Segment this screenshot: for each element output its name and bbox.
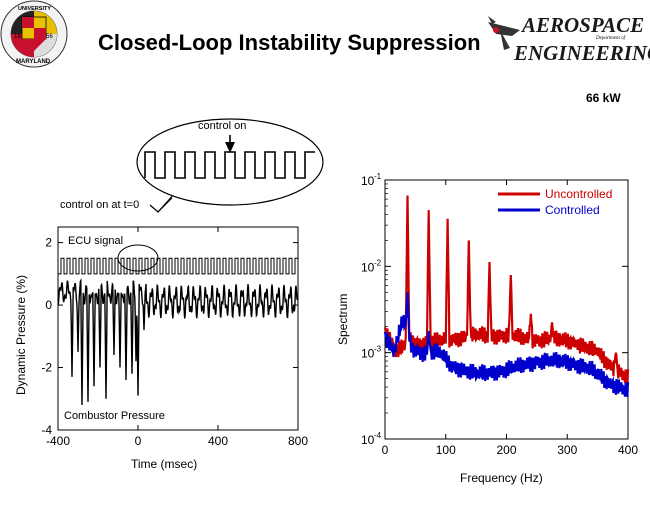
- ecu-signal-line: [58, 257, 299, 275]
- zoomed-ecu-signal-line: [144, 151, 315, 179]
- right-y-tick-base: 10: [361, 174, 375, 188]
- aerospace-logo-line1: AEROSPACE: [522, 13, 645, 37]
- control-on-arrowhead: [225, 142, 235, 153]
- right-x-tick-label: 400: [618, 443, 638, 457]
- slide-title: Closed-Loop Instability Suppression: [98, 30, 481, 55]
- left-x-tick-label: -400: [46, 434, 70, 448]
- zoom-ellipse-small: [117, 244, 159, 272]
- combustor-pressure-line: [57, 278, 299, 406]
- uncontrolled-spectrum-line: [383, 195, 630, 384]
- right-y-tick-exp: -1: [374, 172, 382, 181]
- left-y-tick-label: 2: [45, 236, 52, 250]
- label-ecu-signal: ECU signal: [68, 235, 123, 247]
- right-plot-frame: [384, 179, 629, 440]
- right-y-tick-exp: -4: [374, 431, 382, 440]
- controlled-spectrum-line: [383, 292, 630, 398]
- zoom-callout-wedge: [157, 197, 173, 213]
- left-plot-frame: [57, 226, 299, 431]
- university-seal-logo: 18 56 UNIVERSITY MARYLAND: [0, 0, 68, 68]
- right-y-tick-exp: -2: [374, 258, 382, 267]
- aerospace-logo-line2: ENGINEERING: [514, 41, 650, 65]
- seal-year-left: 18: [14, 34, 21, 40]
- power-label: 66 kW: [586, 91, 621, 105]
- label-control-on: control on: [198, 120, 246, 132]
- left-y-axis-label: Dynamic Pressure (%): [14, 275, 28, 395]
- left-y-tick-label: -4: [41, 423, 52, 437]
- left-y-tick-label: 0: [45, 298, 52, 312]
- right-y-tick-base: 10: [361, 347, 375, 361]
- left-y-tick-label: -2: [41, 361, 52, 375]
- right-x-axis-label: Frequency (Hz): [460, 471, 543, 485]
- aerospace-plane-icon: [488, 16, 520, 50]
- left-x-tick-label: 0: [135, 434, 142, 448]
- right-x-tick-label: 0: [382, 443, 389, 457]
- aerospace-logo-dept: Department of: [596, 36, 626, 41]
- zoom-ellipse-large: [136, 118, 324, 206]
- right-y-axis-label: Spectrum: [336, 294, 350, 345]
- label-combustor-pressure: Combustor Pressure: [64, 410, 165, 422]
- label-control-on-t0: control on at t=0: [60, 199, 139, 211]
- seal-top-text: UNIVERSITY: [18, 6, 51, 12]
- right-x-tick-label: 300: [557, 443, 577, 457]
- left-chart: -400 0 400 800 2 0 -2 -4 control on control on …: [14, 118, 324, 471]
- left-x-axis-label: Time (msec): [131, 457, 197, 471]
- right-y-tick-base: 10: [361, 433, 375, 447]
- right-y-tick-exp: -3: [374, 345, 382, 354]
- right-x-tick-label: 100: [436, 443, 456, 457]
- legend-uncontrolled: Uncontrolled: [545, 187, 612, 201]
- seal-year-right: 56: [46, 34, 53, 40]
- right-y-tick-base: 10: [361, 260, 375, 274]
- left-x-tick-label: 800: [288, 434, 308, 448]
- legend-controlled: Controlled: [545, 203, 600, 217]
- left-x-tick-label: 400: [208, 434, 228, 448]
- right-x-tick-label: 200: [496, 443, 516, 457]
- seal-bottom-text: MARYLAND: [16, 59, 51, 65]
